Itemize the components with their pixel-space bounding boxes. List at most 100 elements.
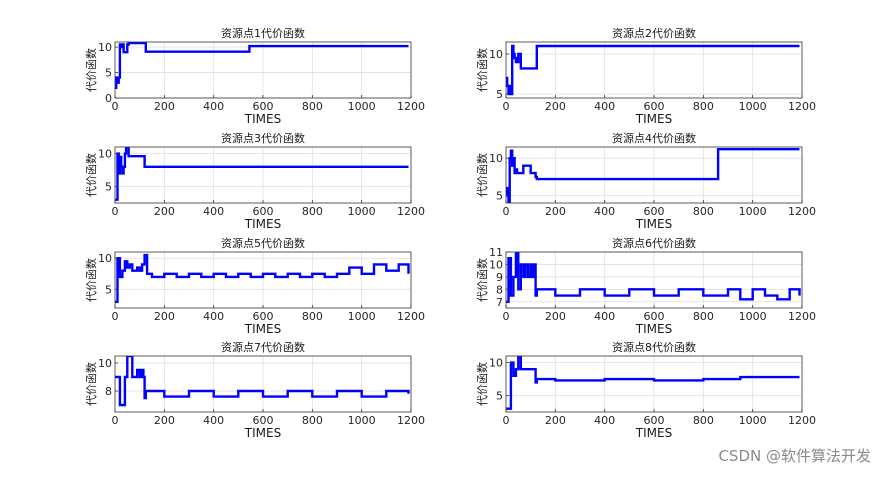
x-tick-label: 600 <box>253 310 274 323</box>
x-tick-label: 1200 <box>788 310 816 323</box>
x-tick-label: 400 <box>203 310 224 323</box>
x-tick-label: 800 <box>302 414 323 427</box>
subplot-title: 资源点1代价函数 <box>221 26 305 40</box>
subplot-title: 资源点2代价函数 <box>612 26 696 40</box>
y-axis-label: 代价函数 <box>476 362 489 406</box>
x-axis-label: TIMES <box>244 322 281 336</box>
x-tick-label: 400 <box>594 310 615 323</box>
x-tick-label: 200 <box>545 414 566 427</box>
x-tick-label: 1000 <box>739 414 767 427</box>
x-tick-label: 1000 <box>739 205 767 218</box>
y-tick-label: 5 <box>496 390 503 403</box>
y-tick-label: 5 <box>496 88 503 101</box>
x-tick-label: 1000 <box>348 100 376 113</box>
subplot-7: 0 200 400 600 800 1000 1200 8 10 资源点7代价函数 TIMES 代价函… <box>85 340 425 440</box>
x-tick-label: 1200 <box>788 100 816 113</box>
x-tick-label: 400 <box>594 414 615 427</box>
x-tick-label: 0 <box>112 310 119 323</box>
y-tick-label: 10 <box>98 252 112 265</box>
series-line <box>506 252 801 303</box>
y-tick-label: 10 <box>98 148 112 161</box>
x-tick-label: 1000 <box>348 205 376 218</box>
y-tick-label: 5 <box>105 181 112 194</box>
x-tick-label: 400 <box>203 100 224 113</box>
y-tick-label: 10 <box>98 357 112 370</box>
series-line <box>115 147 409 201</box>
y-axis-label: 代价函数 <box>476 153 489 197</box>
x-tick-label: 0 <box>112 100 119 113</box>
x-tick-label: 200 <box>545 100 566 113</box>
x-tick-label: 400 <box>594 100 615 113</box>
y-axis-label: 代价函数 <box>476 48 489 92</box>
series-line <box>115 253 410 303</box>
x-tick-label: 200 <box>545 205 566 218</box>
y-tick-label: 5 <box>105 67 112 80</box>
x-tick-label: 800 <box>302 100 323 113</box>
x-tick-label: 0 <box>503 414 510 427</box>
x-axis-label: TIMES <box>635 322 672 336</box>
y-axis-label: 代价函数 <box>85 153 98 197</box>
x-tick-label: 1200 <box>397 310 425 323</box>
subplot-title: 资源点8代价函数 <box>612 340 696 354</box>
x-tick-label: 600 <box>253 414 274 427</box>
x-tick-label: 1200 <box>397 100 425 113</box>
x-tick-label: 800 <box>302 310 323 323</box>
x-tick-label: 400 <box>203 205 224 218</box>
y-tick-label: 0 <box>105 92 112 105</box>
series-line <box>506 148 800 203</box>
x-tick-label: 0 <box>112 205 119 218</box>
x-tick-label: 200 <box>154 414 175 427</box>
y-axis-label: 代价函数 <box>85 362 98 406</box>
series-line <box>506 356 800 410</box>
y-tick-label: 9 <box>496 271 503 284</box>
x-tick-label: 1000 <box>348 310 376 323</box>
y-tick-label: 10 <box>489 357 503 370</box>
x-tick-label: 600 <box>253 205 274 218</box>
y-axis-label: 代价函数 <box>85 258 98 302</box>
x-axis-label: TIMES <box>244 112 281 126</box>
subplot-4: 0 200 400 600 800 1000 1200 5 10 资源点4代价函数 TIMES 代价函… <box>476 131 816 231</box>
x-axis-label: TIMES <box>635 112 672 126</box>
x-tick-label: 0 <box>112 414 119 427</box>
x-tick-label: 200 <box>154 100 175 113</box>
x-tick-label: 800 <box>693 414 714 427</box>
x-tick-label: 0 <box>503 310 510 323</box>
y-tick-label: 10 <box>489 258 503 271</box>
y-tick-label: 10 <box>489 48 503 61</box>
x-tick-label: 200 <box>154 205 175 218</box>
x-tick-label: 1200 <box>397 414 425 427</box>
x-tick-label: 1200 <box>788 414 816 427</box>
subplot-title: 资源点5代价函数 <box>221 236 305 250</box>
subplot-1: 0 200 400 600 800 1000 1200 0 5 10 资源点1代价函数 TIMES 代价… <box>85 26 425 126</box>
y-tick-label: 8 <box>496 283 503 296</box>
y-tick-label: 10 <box>489 152 503 165</box>
x-tick-label: 800 <box>302 205 323 218</box>
x-axis-label: TIMES <box>635 426 672 440</box>
x-tick-label: 800 <box>693 100 714 113</box>
y-axis-label: 代价函数 <box>85 48 98 92</box>
x-tick-label: 600 <box>644 205 665 218</box>
y-tick-label: 10 <box>98 41 112 54</box>
x-tick-label: 0 <box>503 205 510 218</box>
subplot-5: 0 200 400 600 800 1000 1200 5 10 资源点5代价函数 TIMES 代价函… <box>85 236 425 336</box>
y-tick-label: 5 <box>105 283 112 296</box>
y-tick-label: 11 <box>489 246 503 259</box>
x-tick-label: 200 <box>154 310 175 323</box>
subplot-3: 0 200 400 600 800 1000 1200 5 10 资源点3代价函数 TIMES 代价函… <box>85 131 425 231</box>
subplot-2: 0 200 400 600 800 1000 1200 5 10 资源点2代价函数 TIMES 代价函… <box>476 26 816 126</box>
y-axis-label: 代价函数 <box>476 258 489 302</box>
x-tick-label: 800 <box>693 205 714 218</box>
x-tick-label: 400 <box>594 205 615 218</box>
x-tick-label: 800 <box>693 310 714 323</box>
x-tick-label: 600 <box>253 100 274 113</box>
subplot-title: 资源点3代价函数 <box>221 131 305 145</box>
subplot-title: 资源点4代价函数 <box>612 131 696 145</box>
x-tick-label: 1000 <box>739 100 767 113</box>
subplot-title: 资源点6代价函数 <box>612 236 696 250</box>
x-axis-label: TIMES <box>244 426 281 440</box>
x-tick-label: 200 <box>545 310 566 323</box>
watermark-text: CSDN @软件算法开发 <box>718 447 871 465</box>
x-tick-label: 1200 <box>397 205 425 218</box>
